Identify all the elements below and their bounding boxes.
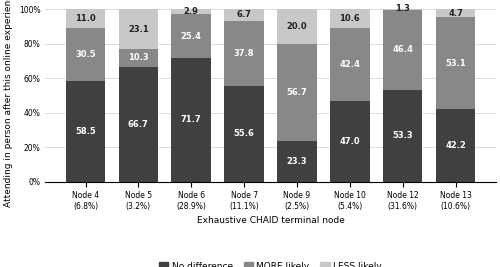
Bar [383, 10, 422, 90]
Bar [172, 9, 211, 14]
Text: 2.9: 2.9 [184, 7, 198, 16]
Text: 10.3: 10.3 [128, 53, 148, 62]
Bar [330, 101, 370, 182]
X-axis label: Exhaustive CHAID terminal node: Exhaustive CHAID terminal node [196, 216, 344, 225]
Text: 6.7: 6.7 [236, 10, 252, 19]
Bar [330, 28, 370, 101]
Bar [330, 9, 370, 28]
Bar [118, 49, 158, 67]
Text: 23.3: 23.3 [286, 157, 308, 166]
Bar [66, 81, 106, 182]
Text: 47.0: 47.0 [340, 137, 360, 146]
Bar [66, 9, 106, 28]
Text: 53.1: 53.1 [445, 59, 466, 68]
Bar [277, 44, 317, 142]
Bar [277, 9, 317, 44]
Bar [224, 9, 264, 21]
Text: 10.6: 10.6 [340, 14, 360, 23]
Text: 66.7: 66.7 [128, 120, 148, 129]
Bar [436, 17, 476, 109]
Text: 11.0: 11.0 [75, 14, 96, 23]
Bar [436, 9, 476, 17]
Text: 1.3: 1.3 [395, 4, 410, 13]
Bar [436, 109, 476, 182]
Bar [383, 90, 422, 182]
Legend: No difference, MORE likely, LESS likely: No difference, MORE likely, LESS likely [156, 258, 386, 267]
Text: 46.4: 46.4 [392, 45, 413, 54]
Text: 42.2: 42.2 [445, 141, 466, 150]
Bar [118, 9, 158, 49]
Bar [66, 28, 106, 81]
Bar [172, 58, 211, 182]
Text: 25.4: 25.4 [181, 32, 202, 41]
Text: 4.7: 4.7 [448, 9, 463, 18]
Text: 37.8: 37.8 [234, 49, 254, 58]
Y-axis label: Attending in person after this online experience?: Attending in person after this online ex… [4, 0, 13, 207]
Bar [224, 86, 264, 182]
Text: 20.0: 20.0 [286, 22, 308, 31]
Text: 56.7: 56.7 [286, 88, 308, 97]
Text: 42.4: 42.4 [340, 60, 360, 69]
Text: 30.5: 30.5 [75, 50, 96, 59]
Text: 58.5: 58.5 [75, 127, 96, 136]
Text: 71.7: 71.7 [181, 115, 202, 124]
Bar [224, 21, 264, 86]
Text: 23.1: 23.1 [128, 25, 148, 34]
Bar [172, 14, 211, 58]
Bar [383, 8, 422, 10]
Text: 53.3: 53.3 [392, 131, 413, 140]
Bar [118, 67, 158, 182]
Bar [277, 142, 317, 182]
Text: 55.6: 55.6 [234, 129, 254, 138]
